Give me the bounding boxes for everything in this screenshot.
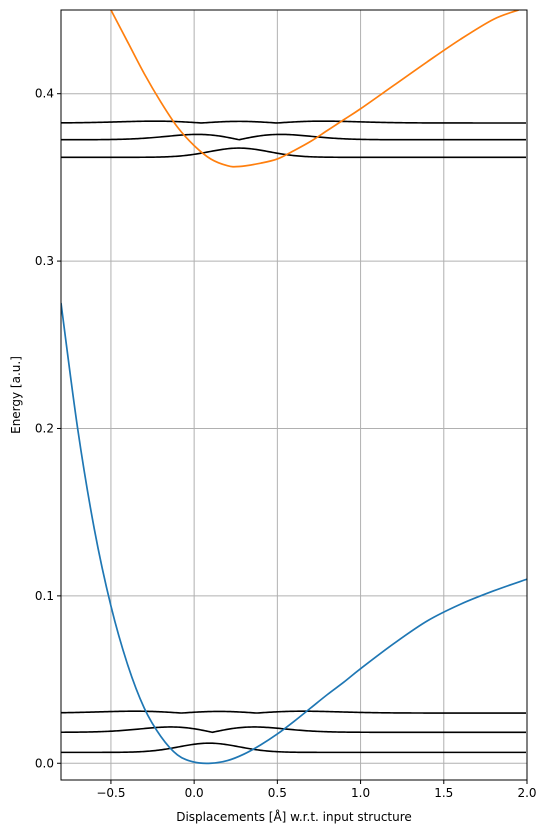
plot-area: [61, 10, 527, 765]
x-tick-label: 0.0: [185, 786, 204, 800]
y-axis-label: Energy [a.u.]: [9, 356, 23, 434]
grid-lines: [61, 10, 528, 780]
series-line-0: [61, 302, 527, 765]
y-axis-ticks: 0.0 0.1 0.2 0.3 0.4: [35, 87, 61, 770]
y-tick-label: 0.2: [35, 421, 54, 435]
vibrational-level-3: [61, 147, 526, 159]
x-tick-label: 2.0: [517, 786, 536, 800]
x-axis-ticks: −0.5 0.0 0.5 1.0 1.5 2.0: [96, 780, 537, 800]
vibrational-level-1: [61, 726, 526, 734]
x-tick-label: 1.5: [434, 786, 453, 800]
y-tick-label: 0.3: [35, 254, 54, 268]
y-tick-label: 0.0: [35, 756, 54, 770]
vibrational-level-2: [61, 710, 526, 714]
vibrational-level-4: [61, 133, 526, 141]
x-axis-label: Displacements [Å] w.r.t. input structure: [176, 809, 412, 824]
x-tick-label: 0.5: [268, 786, 287, 800]
vibrational-level-0: [61, 742, 526, 754]
vibrational-level-5: [61, 120, 526, 124]
axes-frame: [60, 9, 528, 781]
y-tick-label: 0.1: [35, 589, 54, 603]
y-tick-label: 0.4: [35, 87, 54, 101]
x-tick-label: −0.5: [96, 786, 125, 800]
series-line-1: [110, 10, 519, 168]
x-tick-label: 1.0: [351, 786, 370, 800]
